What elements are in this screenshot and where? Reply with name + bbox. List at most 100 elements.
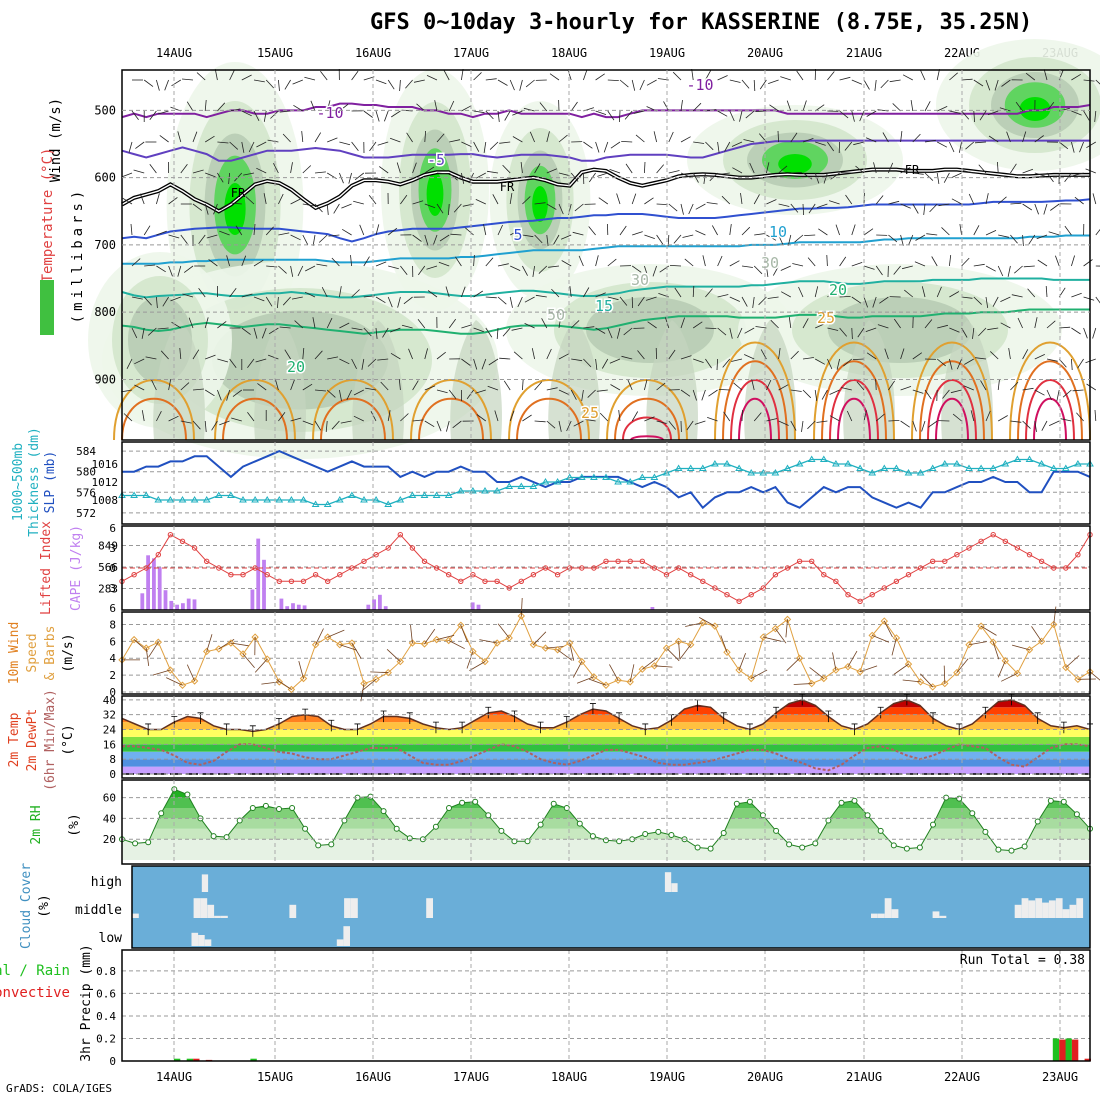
- wind-barb: [686, 420, 694, 431]
- slp-marker: [178, 496, 187, 503]
- wind-barb: [290, 265, 294, 277]
- wind-barb: [151, 379, 157, 391]
- slp-marker: [771, 469, 780, 476]
- wind-barb: [328, 234, 340, 237]
- y-tick-label: 0.2: [96, 1032, 116, 1045]
- ylabel-cloud-units: (%): [37, 894, 52, 917]
- wind-barb: [829, 389, 840, 395]
- wind-barb: [156, 265, 166, 273]
- wind-barb: [1046, 172, 1054, 183]
- y-tick-label: 2: [109, 669, 116, 682]
- wind-barb: [1023, 265, 1035, 268]
- wind-barb: [807, 420, 816, 430]
- wind-barb: [499, 141, 511, 144]
- wind-barb: [278, 193, 284, 205]
- wind-barb: [512, 110, 523, 116]
- wind-barb: [204, 317, 209, 329]
- wind-barb: [827, 141, 835, 152]
- wind-barb: [426, 75, 438, 81]
- wind-barb: [538, 265, 548, 274]
- wind-barb: [558, 389, 570, 395]
- wind-barb: [929, 203, 938, 213]
- wind-barb: [778, 234, 784, 246]
- wind-barb: [321, 287, 328, 298]
- wind-barb-10m: [254, 658, 268, 673]
- ylabel-wind: Wind (m/s): [48, 98, 64, 182]
- wind-barb: [278, 265, 287, 274]
- wind-barb: [1056, 389, 1060, 401]
- wind-barb-10m: [902, 679, 921, 683]
- cape-bar: [470, 602, 475, 610]
- wind-barb: [778, 348, 781, 360]
- wind-barb: [351, 327, 363, 331]
- rh-marker: [236, 817, 243, 824]
- wind-barb-10m: [997, 660, 1006, 678]
- li-marker: [446, 572, 452, 578]
- minmax-bar: [851, 723, 858, 736]
- wind-barb: [631, 79, 636, 91]
- slp-marker: [1001, 460, 1010, 467]
- wind-barb: [123, 413, 133, 422]
- wind-barb: [1034, 317, 1038, 329]
- slp-marker: [311, 500, 320, 507]
- wind-barb: [595, 358, 598, 370]
- temperature-contour: [121, 277, 1090, 299]
- wind-barb: [406, 132, 413, 143]
- wind-barb: [644, 416, 655, 422]
- rh-marker: [1073, 811, 1080, 818]
- rh-marker: [864, 812, 871, 819]
- wind-barb: [656, 234, 664, 245]
- wind-barb: [729, 110, 735, 122]
- cloud-bar: [1042, 902, 1049, 918]
- wind-barb: [213, 203, 218, 215]
- ylabel-temp2m: 2m DewPt: [25, 709, 40, 772]
- wind-barb: [534, 234, 543, 244]
- wind-barb: [1046, 320, 1056, 329]
- wind-barb: [1022, 168, 1034, 174]
- wind-barb: [462, 203, 474, 207]
- wind-barb: [910, 100, 914, 112]
- wind-barb: [388, 265, 399, 270]
- wind-barb: [314, 350, 323, 360]
- wind-barb: [942, 389, 950, 399]
- slp-marker: [565, 473, 574, 480]
- wind-barb: [211, 420, 218, 431]
- slp-marker: [154, 496, 163, 503]
- wind-barb: [263, 193, 267, 205]
- li-marker: [518, 578, 524, 584]
- wind-barb: [141, 327, 145, 339]
- wind-barb: [684, 258, 694, 267]
- minmax-bar: [1060, 721, 1067, 734]
- wind-barb: [1092, 193, 1097, 205]
- wind-barb: [900, 386, 912, 391]
- contour-label: 30: [631, 271, 649, 289]
- wind-barb: [1036, 234, 1048, 240]
- wind-barb: [937, 141, 948, 148]
- wind-barb-10m: [545, 646, 564, 649]
- wind-barb: [1010, 163, 1017, 174]
- wind-barb: [534, 163, 541, 174]
- rh-marker: [746, 798, 753, 805]
- rh-marker: [432, 823, 439, 830]
- li-marker: [579, 565, 585, 571]
- wind-barb: [1034, 135, 1044, 143]
- slp-marker: [807, 455, 816, 462]
- rh-shade-grey: [828, 297, 972, 363]
- rh-marker: [485, 812, 492, 819]
- wind-barb: [741, 226, 751, 236]
- wind-barb: [121, 172, 133, 178]
- wind-barb-10m: [992, 642, 1000, 660]
- wind-barb: [231, 417, 242, 422]
- date-label-top: 15AUG: [257, 46, 293, 60]
- wind-speed-marker: [735, 666, 743, 674]
- y-tick-label-cape: 566: [98, 561, 118, 574]
- wind-speed-marker: [444, 636, 453, 645]
- freezing-line-inner: [121, 168, 1090, 213]
- wind-barb: [390, 352, 401, 360]
- wind-barb: [609, 169, 621, 174]
- minmax-bar: [380, 710, 387, 723]
- wind-barb: [217, 321, 227, 329]
- cloud-bar: [1076, 898, 1084, 918]
- wind-barb: [424, 166, 435, 174]
- wind-barb: [729, 224, 732, 236]
